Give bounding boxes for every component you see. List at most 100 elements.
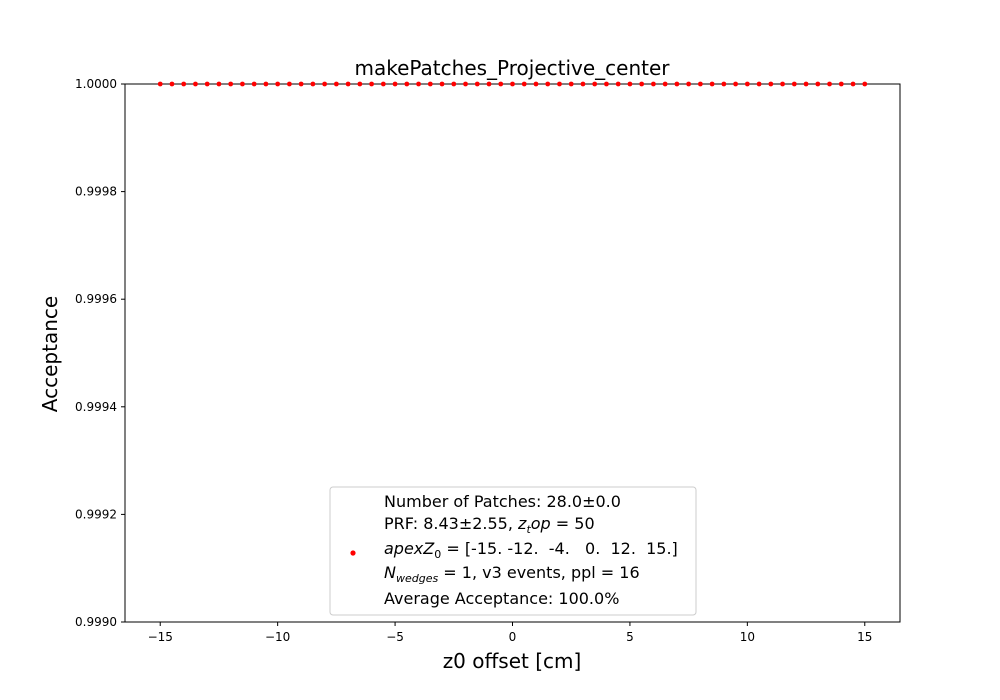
data-point: [756, 81, 762, 87]
data-point: [486, 81, 492, 87]
y-axis: 0.9990 0.9992 0.9994 0.9996 0.9998 1.0000: [75, 77, 125, 629]
data-point: [627, 81, 633, 87]
data-point: [498, 81, 504, 87]
data-point: [838, 81, 844, 87]
data-point: [310, 81, 316, 87]
data-point: [733, 81, 739, 87]
legend-line: Average Acceptance: 100.0%: [384, 589, 619, 608]
x-tick-label: 10: [740, 630, 755, 644]
data-point: [275, 81, 281, 87]
y-tick-label: 0.9990: [75, 615, 117, 629]
data-point: [345, 81, 351, 87]
data-point: [392, 81, 398, 87]
data-point: [322, 81, 328, 87]
legend-text-segment: 0: [434, 548, 441, 561]
legend-text-segment: N: [384, 563, 396, 582]
chart-title: makePatches_Projective_center: [354, 56, 670, 80]
data-point: [557, 81, 562, 87]
data-point: [580, 81, 586, 87]
data-point: [521, 81, 527, 87]
legend-text-segment: = 50: [551, 514, 595, 533]
legend-text-segment: Number of Patches: 28.0±0.0: [384, 492, 621, 511]
data-point: [568, 81, 574, 87]
data-point: [827, 81, 832, 87]
legend-text-segment: z: [517, 514, 527, 533]
data-point: [674, 81, 680, 87]
data-point: [697, 81, 703, 87]
legend-line: PRF: 8.43±2.55, ztop = 50: [384, 514, 595, 536]
x-tick-label: −10: [265, 630, 290, 644]
legend-box: [329, 486, 697, 616]
data-point: [862, 81, 868, 87]
data-point: [744, 81, 750, 87]
x-tick-label: 5: [626, 630, 634, 644]
data-point: [263, 81, 269, 87]
data-point: [416, 81, 421, 87]
y-tick-label: 0.9996: [75, 292, 117, 306]
data-point: [404, 81, 410, 87]
data-point: [474, 81, 480, 87]
data-point: [463, 81, 468, 87]
data-point: [369, 81, 374, 87]
data-point: [803, 81, 809, 87]
legend-text-segment: PRF: 8.43±2.55,: [384, 514, 518, 533]
x-tick-label: −15: [148, 630, 173, 644]
legend-text-segment: wedges: [396, 572, 438, 585]
y-tick-label: 0.9994: [75, 400, 117, 414]
data-point: [157, 81, 163, 87]
data-point: [639, 81, 645, 87]
data-point: [228, 81, 234, 87]
data-point: [545, 81, 551, 87]
y-tick-label: 1.0000: [75, 77, 117, 91]
data-point: [791, 81, 797, 87]
data-point: [357, 81, 363, 87]
y-tick-label: 0.9992: [75, 507, 117, 521]
x-tick-label: −5: [386, 630, 404, 644]
data-point: [850, 81, 856, 87]
legend-text-segment: apexZ: [384, 539, 435, 558]
data-point: [651, 81, 656, 87]
legend-text-segment: = 1, v3 events, ppl = 16: [438, 563, 639, 582]
data-point: [780, 81, 785, 87]
legend-line: Number of Patches: 28.0±0.0: [384, 492, 621, 511]
data-point: [768, 81, 774, 87]
data-point: [251, 81, 257, 87]
data-point: [815, 81, 821, 87]
data-point: [592, 81, 598, 87]
y-axis-title: Acceptance: [38, 296, 62, 412]
data-point: [615, 81, 621, 87]
data-point: [216, 81, 222, 87]
data-point: [427, 81, 433, 87]
x-axis-title: z0 offset [cm]: [443, 649, 582, 673]
data-point: [451, 81, 457, 87]
data-point: [333, 81, 339, 87]
data-point: [604, 81, 609, 87]
data-point: [169, 81, 175, 87]
data-point: [686, 81, 692, 87]
legend-text-segment: = [-15. -12. -4. 0. 12. 15.]: [441, 539, 678, 558]
data-point: [533, 81, 539, 87]
x-tick-label: 15: [857, 630, 872, 644]
data-point: [298, 81, 304, 87]
legend: Number of Patches: 28.0±0.0 PRF: 8.43±2.5…: [329, 486, 697, 616]
data-point: [510, 81, 515, 87]
legend-marker: [350, 550, 356, 556]
x-tick-label: 0: [509, 630, 517, 644]
data-point: [240, 81, 245, 87]
data-point: [662, 81, 668, 87]
data-point: [181, 81, 187, 87]
legend-line: Nwedges = 1, v3 events, ppl = 16: [384, 563, 640, 585]
data-point: [380, 81, 386, 87]
legend-text-segment: op: [531, 514, 551, 533]
data-point: [193, 81, 198, 87]
data-point: [721, 81, 727, 87]
data-point: [439, 81, 445, 87]
data-point: [709, 81, 715, 87]
y-tick-label: 0.9998: [75, 185, 117, 199]
legend-text-segment: Average Acceptance: 100.0%: [384, 589, 619, 608]
legend-line: apexZ0 = [-15. -12. -4. 0. 12. 15.]: [384, 539, 678, 561]
x-axis: −15 −10 −5 0 5 10 15: [148, 622, 872, 644]
legend-text-segment: t: [526, 523, 531, 536]
